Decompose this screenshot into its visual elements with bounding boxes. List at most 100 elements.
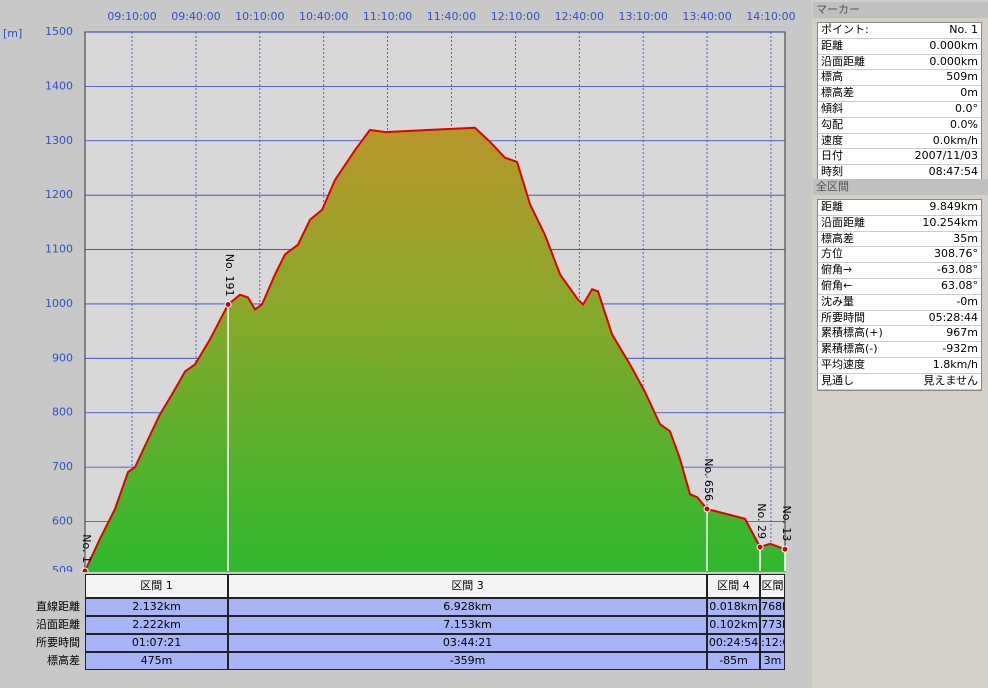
panel-key: 距離 xyxy=(821,38,843,52)
section-cell: 2.132km xyxy=(85,598,229,616)
panel-row: 距離 9.849km xyxy=(818,200,981,216)
x-tick-label: 10:40:00 xyxy=(299,10,348,23)
marker-point xyxy=(81,567,89,575)
panel-row: 平均速度 1.8km/h xyxy=(818,358,981,374)
profile-pane: [m] 509 600 700 800 900 1000 1100 1200 1300 1400 1… xyxy=(0,0,812,688)
panel-row: 勾配 0.0% xyxy=(818,118,981,134)
panel-row: 所要時間 05:28:44 xyxy=(818,311,981,327)
marker-label: No. 13 xyxy=(780,505,793,541)
panel-value: 0.0° xyxy=(955,101,978,115)
panel-row: 俯角→ -63.08° xyxy=(818,263,981,279)
panel-value: 9.849km xyxy=(929,200,978,213)
panel-row: 標高 509m xyxy=(818,70,981,87)
marker-panel-title: マーカー xyxy=(813,2,988,18)
panel-key: 速度 xyxy=(821,133,843,147)
marker-label: No. 656 xyxy=(702,458,715,501)
summary-panel: 距離 9.849km 沿面距離 10.254km 標高差 35m 方位 308.76° 俯角→ -… xyxy=(817,199,982,391)
y-tick-label: 1400 xyxy=(45,79,73,92)
panel-value: 05:28:44 xyxy=(928,310,978,324)
row-label: 標高差 xyxy=(47,654,80,667)
panel-value: 0.000km xyxy=(929,38,978,52)
section-cell: 7.153km xyxy=(228,616,708,634)
marker-point xyxy=(224,300,232,308)
section-cell: 03:44:21 xyxy=(228,634,708,652)
panel-value: 0.0km/h xyxy=(932,133,978,147)
panel-key: 沈み量 xyxy=(821,294,854,308)
panel-row: 沈み量 -0m xyxy=(818,295,981,311)
marker-point xyxy=(756,543,764,551)
section-cell: 6.928km xyxy=(228,598,708,616)
panel-key: ポイント: xyxy=(821,23,869,36)
y-tick-label: 1500 xyxy=(45,25,73,38)
panel-key: 累積標高(-) xyxy=(821,342,878,356)
panel-row: 俯角← 63.08° xyxy=(818,279,981,295)
marker-label: No. 1 xyxy=(80,534,93,563)
panel-row: 距離 0.000km xyxy=(818,39,981,55)
panel-row: 累積標高(+) 967m xyxy=(818,326,981,343)
x-tick-label: 09:10:00 xyxy=(107,10,156,23)
panel-value: 2007/11/03 xyxy=(914,149,978,163)
panel-value: -932m xyxy=(942,342,978,356)
marker-point xyxy=(703,505,711,513)
panel-row: 沿面距離 10.254km xyxy=(818,216,981,232)
panel-value: 見えません xyxy=(923,373,978,387)
y-tick-label: 600 xyxy=(52,515,73,528)
section-header: 区間 4 xyxy=(707,574,761,598)
marker-label: No. 29 xyxy=(755,503,768,539)
panel-key: 累積標高(+) xyxy=(821,326,883,340)
panel-key: 方位 xyxy=(821,247,843,261)
panel-row: 標高差 0m xyxy=(818,86,981,102)
panel-key: 標高差 xyxy=(821,231,854,245)
summary-panel-title: 全区間 xyxy=(813,179,988,195)
section-cell: 475m xyxy=(85,652,229,670)
panel-row: 方位 308.76° xyxy=(818,247,981,264)
panel-row: 累積標高(-) -932m xyxy=(818,342,981,358)
y-tick-label: 1000 xyxy=(45,297,73,310)
panel-row: 標高差 35m xyxy=(818,232,981,248)
y-tick-label: 1100 xyxy=(45,243,73,256)
panel-value: 35m xyxy=(953,231,978,245)
panel-value: 0m xyxy=(960,86,978,100)
panel-value: 967m xyxy=(946,326,978,340)
marker-label: No. 191 xyxy=(223,254,236,297)
panel-key: 傾斜 xyxy=(821,101,843,115)
section-cell: 0.018km xyxy=(707,598,761,616)
panel-row: 日付 2007/11/03 xyxy=(818,149,981,166)
x-tick-label: 12:10:00 xyxy=(491,10,540,23)
panel-key: 標高差 xyxy=(821,86,854,100)
y-tick-label: 900 xyxy=(52,351,73,364)
x-tick-label: 11:40:00 xyxy=(427,10,476,23)
section-header: 区間 xyxy=(760,574,785,598)
panel-value: 0.0% xyxy=(950,117,978,131)
panel-value: 509m xyxy=(946,70,978,84)
section-cell: 3m xyxy=(760,652,785,670)
panel-key: 標高 xyxy=(821,70,843,84)
x-tick-label: 14:10:00 xyxy=(746,10,795,23)
section-cell: 01:07:21 xyxy=(85,634,229,652)
row-label: 所要時間 xyxy=(36,636,80,649)
y-tick-label: 700 xyxy=(52,460,73,473)
row-label: 沿面距離 xyxy=(36,618,80,631)
panel-value: -0m xyxy=(956,294,978,308)
y-tick-label: 1200 xyxy=(45,188,73,201)
panel-row: ポイント: No. 1 xyxy=(818,23,981,39)
section-cell: -85m xyxy=(707,652,761,670)
panel-key: 所要時間 xyxy=(821,310,865,324)
section-cell: 00:24:54 xyxy=(707,634,761,652)
panel-key: 見通し xyxy=(821,373,854,387)
section-header: 区間 1 xyxy=(85,574,229,598)
section-cell: -359m xyxy=(228,652,708,670)
panel-key: 俯角← xyxy=(821,278,853,292)
panel-key: 俯角→ xyxy=(821,263,853,277)
panel-key: 時刻 xyxy=(821,165,843,179)
section-cell: 2.222km xyxy=(85,616,229,634)
panel-key: 平均速度 xyxy=(821,357,865,371)
panel-value: -63.08° xyxy=(937,263,978,277)
chart: [m] 509 600 700 800 900 1000 1100 1200 1300 1400 1… xyxy=(3,10,796,577)
row-label: 直線距離 xyxy=(36,600,80,613)
area-fill xyxy=(85,127,785,572)
marker-point xyxy=(781,545,789,553)
panel-row: 傾斜 0.0° xyxy=(818,102,981,118)
x-tick-label: 11:10:00 xyxy=(363,10,412,23)
